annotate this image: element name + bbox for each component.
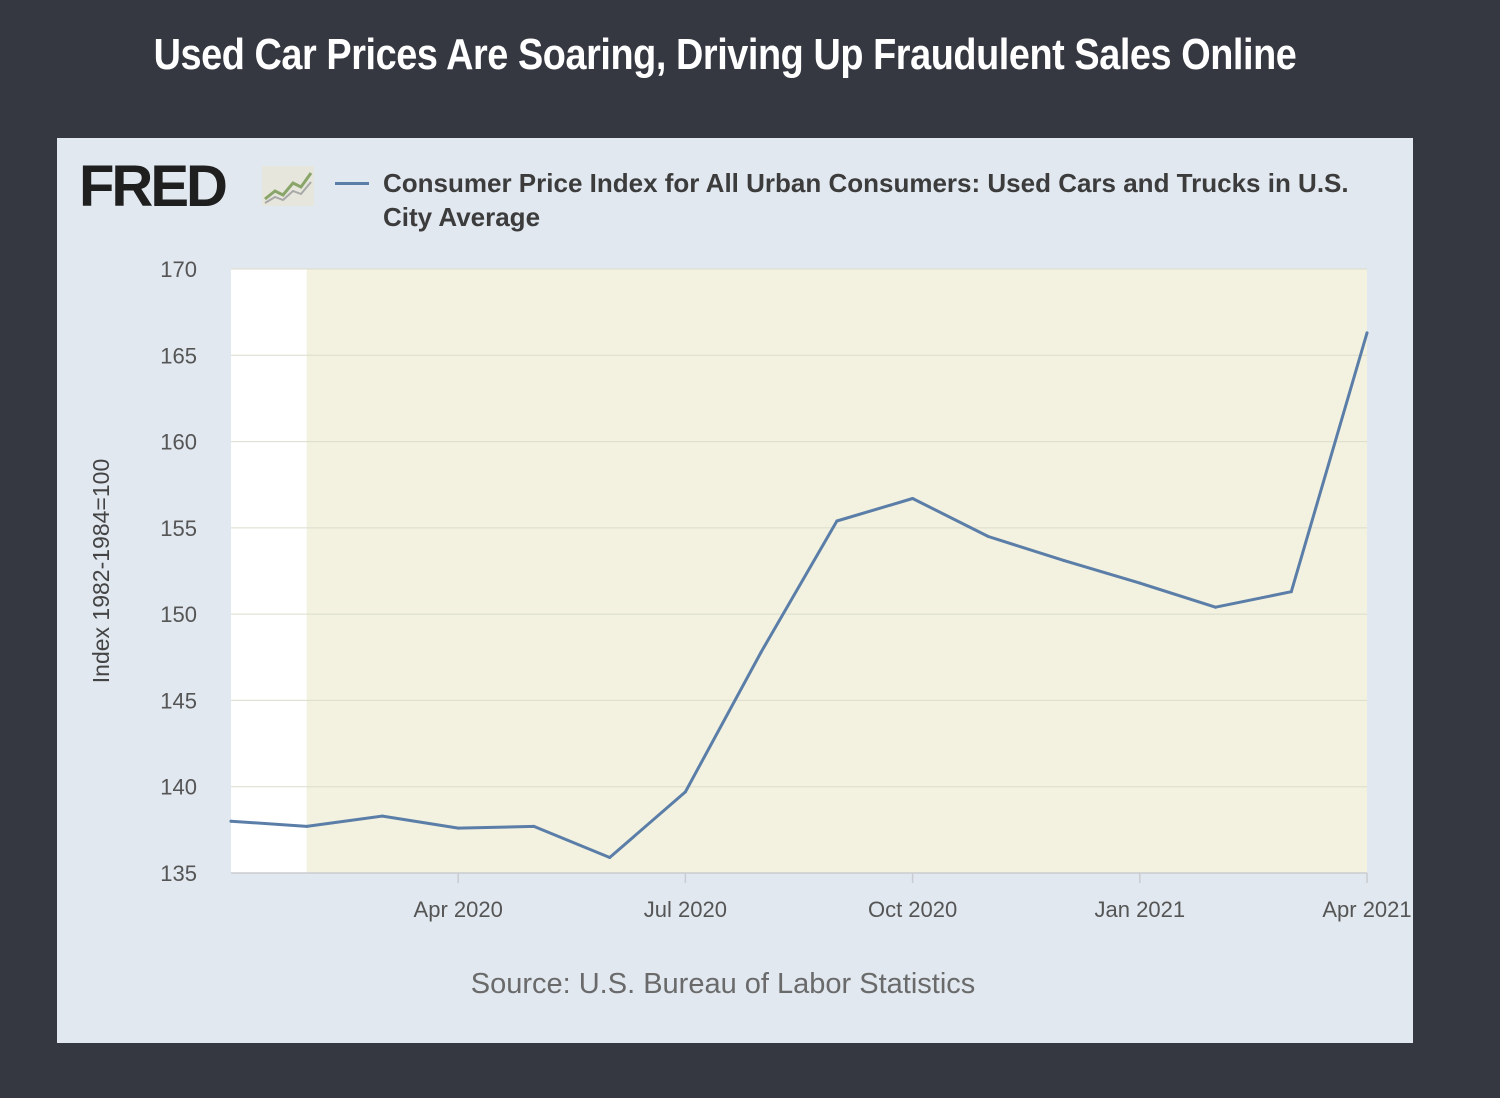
chart-panel: FRED Consumer Price Index for All Urban … (57, 138, 1413, 1043)
legend-label: Consumer Price Index for All Urban Consu… (383, 168, 1349, 232)
x-tick-label: Jan 2021 (1095, 897, 1186, 922)
data-point (305, 824, 309, 828)
y-tick-label: 135 (160, 861, 197, 886)
fred-logo: FRED (79, 154, 228, 219)
x-tick-label: Apr 2020 (414, 897, 503, 922)
x-tick-label: Apr 2021 (1322, 897, 1411, 922)
data-point (911, 497, 915, 501)
y-tick-label: 170 (160, 257, 197, 282)
headline: Used Car Prices Are Soaring, Driving Up … (153, 30, 1297, 79)
line-chart: 135 140 145 150 155 160 165 170 Apr 2020 Jul 2020… (88, 257, 1412, 922)
y-tick-label: 155 (160, 516, 197, 541)
data-point (1289, 590, 1293, 594)
x-tick-label: Jul 2020 (644, 897, 727, 922)
y-tick-label: 145 (160, 688, 197, 713)
chart-line-icon (262, 166, 314, 206)
data-point (1062, 559, 1066, 563)
x-tick-label: Oct 2020 (868, 897, 957, 922)
y-tick-label: 160 (160, 430, 197, 455)
data-point (1365, 331, 1369, 335)
y-tick-label: 150 (160, 602, 197, 627)
legend-swatch (335, 182, 369, 185)
data-point (835, 519, 839, 523)
data-point (380, 814, 384, 818)
y-tick-label: 165 (160, 343, 197, 368)
series-line (229, 331, 1369, 859)
data-point (608, 855, 612, 859)
data-point (456, 826, 460, 830)
data-point (683, 790, 687, 794)
shaded-region (306, 269, 1367, 873)
data-point (1214, 605, 1218, 609)
source-note: Source: U.S. Bureau of Labor Statistics (470, 968, 976, 1000)
data-point (759, 650, 763, 654)
data-point (986, 534, 990, 538)
data-point (532, 824, 536, 828)
y-tick-label: 140 (160, 775, 197, 800)
data-point (229, 819, 233, 823)
data-point (1138, 581, 1142, 585)
y-axis-label: Index 1982-1984=100 (88, 459, 114, 683)
